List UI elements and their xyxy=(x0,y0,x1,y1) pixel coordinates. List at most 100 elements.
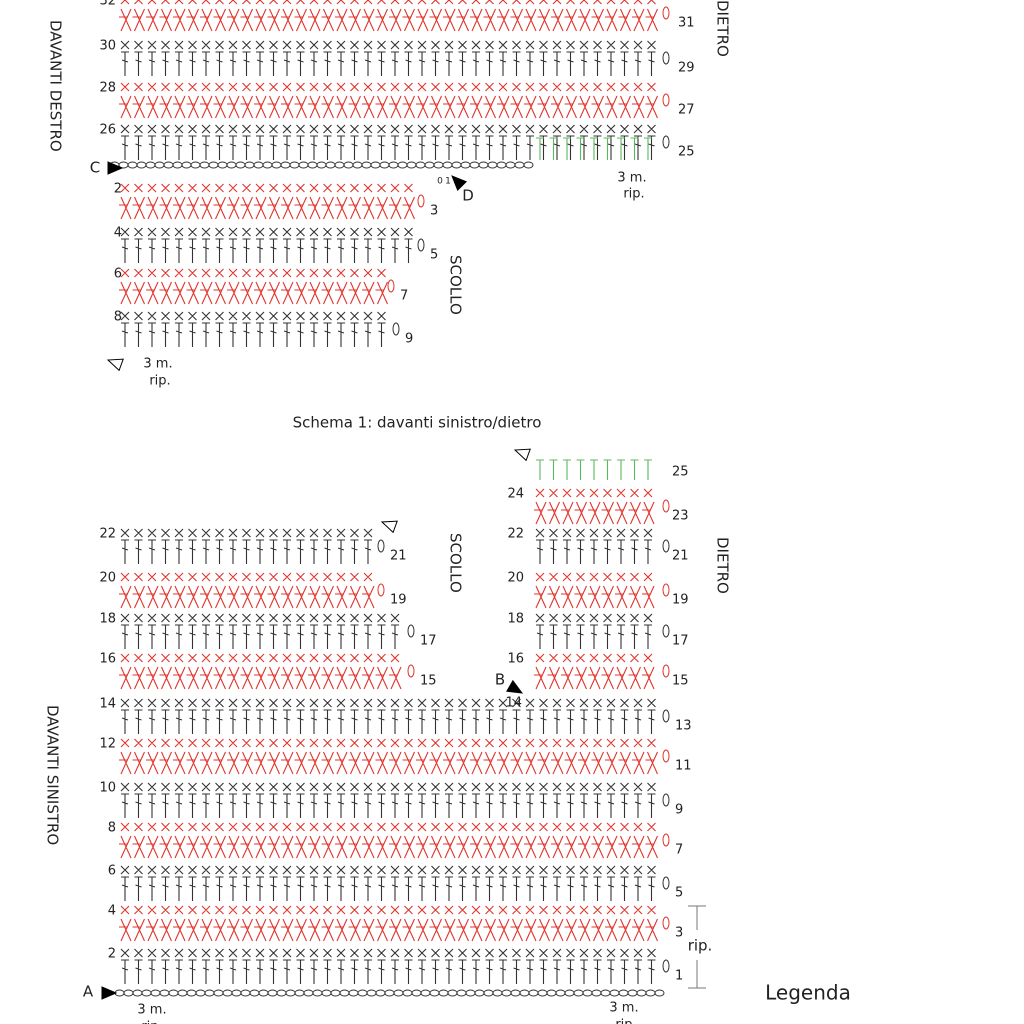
repeat-count: 3 m. xyxy=(143,357,172,372)
caption: Schema 1: davanti sinistro/dietro xyxy=(293,414,542,432)
repeat-count: 3 m. xyxy=(609,1001,638,1016)
turning-chain xyxy=(662,959,670,973)
row-number: 2 xyxy=(108,947,116,962)
row-number: 10 xyxy=(99,781,116,796)
section-label: DAVANTI SINISTRO xyxy=(44,705,62,845)
turning-chain xyxy=(662,51,670,65)
row-number: 4 xyxy=(108,904,116,919)
stitch-row xyxy=(120,528,373,564)
row-number: 17 xyxy=(420,634,437,649)
row-number: 16 xyxy=(99,652,116,667)
stitch-row xyxy=(120,613,400,649)
turning-chain xyxy=(392,322,400,336)
stitch-row xyxy=(535,528,653,564)
repeat-label: rip. xyxy=(141,1020,162,1024)
section-label: DAVANTI DESTRO xyxy=(47,20,65,152)
row-number: 15 xyxy=(672,674,689,689)
row-number: 17 xyxy=(672,634,689,649)
row-number: 15 xyxy=(420,674,437,689)
row-number: 7 xyxy=(400,289,408,304)
row-number: 14 xyxy=(505,696,522,711)
section-label: DIETRO xyxy=(714,0,732,57)
turning-chain xyxy=(662,499,670,513)
stitch-row xyxy=(119,183,416,220)
stitch-row xyxy=(120,311,386,347)
row-number: 6 xyxy=(114,267,122,282)
section-label: SCOLLO xyxy=(447,255,465,315)
stitch-row xyxy=(120,40,656,76)
marker-arrow xyxy=(380,520,398,534)
turning-chain xyxy=(662,135,670,149)
stitch-row xyxy=(119,905,659,942)
section-label: SCOLLO xyxy=(447,533,465,593)
row-number: 7 xyxy=(675,843,683,858)
row-number: 20 xyxy=(507,571,524,586)
marker-arrow xyxy=(106,358,124,372)
repeat-label: rip. xyxy=(149,374,170,389)
marker-label: D xyxy=(462,187,474,205)
repeat-count: 3 m. xyxy=(617,171,646,186)
marker-arrow xyxy=(101,986,118,1000)
row-number: 1 xyxy=(675,969,683,984)
foundation-chain xyxy=(109,161,534,169)
foundation-chain xyxy=(114,989,665,997)
stitch-row xyxy=(120,698,656,734)
row-number: 30 xyxy=(99,39,116,54)
turning-chain xyxy=(662,916,670,930)
chain-label: 1 xyxy=(445,177,451,187)
marker-label: B xyxy=(495,671,505,689)
row-number: 6 xyxy=(108,864,116,879)
stitch-row xyxy=(120,782,656,818)
repeat-count: 3 m. xyxy=(137,1003,166,1018)
row-number: 28 xyxy=(99,81,116,96)
turning-chain xyxy=(662,6,670,20)
turning-chain xyxy=(662,93,670,107)
turning-chain xyxy=(662,583,670,597)
turning-chain xyxy=(417,238,425,252)
stitch-row xyxy=(536,459,652,480)
turning-chain xyxy=(662,709,670,723)
marker-arrow xyxy=(513,448,531,462)
stitch-row xyxy=(119,738,659,775)
row-number: 3 xyxy=(675,926,683,941)
turning-chain xyxy=(407,624,415,638)
row-number: 20 xyxy=(99,571,116,586)
stitch-row xyxy=(120,124,656,160)
row-number: 5 xyxy=(675,886,683,901)
repeat-label: rip. xyxy=(615,1018,636,1024)
row-number: 18 xyxy=(99,612,116,627)
section-label: DIETRO xyxy=(714,537,732,594)
row-number: 19 xyxy=(390,593,407,608)
repeat-label: rip. xyxy=(688,937,713,955)
turning-chain xyxy=(387,279,395,293)
turning-chain xyxy=(662,664,670,678)
stitch-row xyxy=(119,0,659,32)
row-number: 31 xyxy=(678,16,695,31)
row-number: 18 xyxy=(507,612,524,627)
row-number: 25 xyxy=(672,465,689,480)
marker-arrow xyxy=(506,679,524,694)
stitch-row xyxy=(534,488,655,525)
marker-arrow xyxy=(107,161,124,175)
turning-chain xyxy=(662,749,670,763)
turning-chain xyxy=(662,624,670,638)
row-number: 22 xyxy=(507,527,524,542)
stitch-row xyxy=(119,268,389,305)
stitch-row xyxy=(534,653,655,690)
row-number: 21 xyxy=(390,549,407,564)
row-number: 5 xyxy=(430,248,438,263)
stitch-row xyxy=(119,822,659,859)
stitch-row xyxy=(534,572,655,609)
row-number: 19 xyxy=(672,593,689,608)
row-number: 3 xyxy=(430,204,438,219)
row-number: 13 xyxy=(675,719,692,734)
turning-chain xyxy=(662,833,670,847)
turning-chain xyxy=(662,876,670,890)
row-number: 25 xyxy=(678,145,695,160)
repeat-bracket xyxy=(688,905,706,989)
turning-chain xyxy=(377,539,385,553)
row-number: 12 xyxy=(99,737,116,752)
turning-chain xyxy=(662,539,670,553)
row-number: 16 xyxy=(507,652,524,667)
